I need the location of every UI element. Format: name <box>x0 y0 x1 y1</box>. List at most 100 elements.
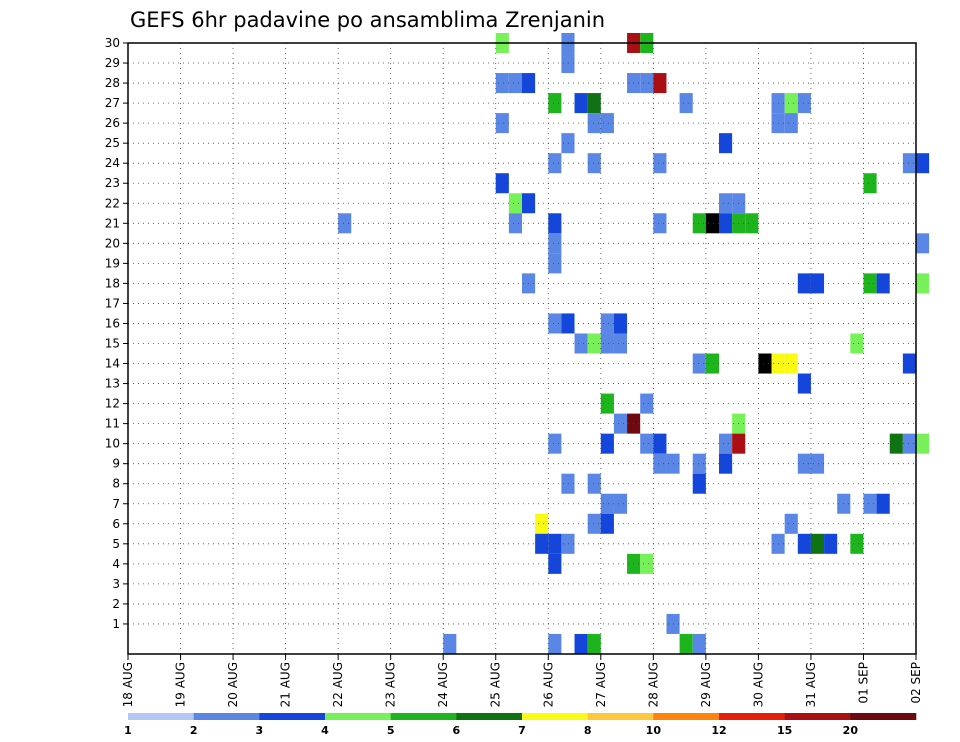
data-cell <box>745 213 759 234</box>
data-cell <box>495 173 509 194</box>
data-cell <box>600 393 614 414</box>
y-tick-label: 12 <box>105 397 120 411</box>
data-cell <box>889 433 903 454</box>
y-tick-label: 13 <box>105 377 120 391</box>
data-cell <box>495 113 509 134</box>
colorbar-segment <box>522 713 588 720</box>
colorbar-segment <box>456 713 523 720</box>
data-cell <box>916 153 930 174</box>
x-tick-label: 18 AUG <box>121 662 135 707</box>
y-tick-label: 24 <box>105 156 120 170</box>
data-cell <box>784 353 798 374</box>
data-cell <box>574 333 588 354</box>
data-cell <box>850 333 864 354</box>
colorbar-segment <box>390 713 457 720</box>
y-tick-label: 10 <box>105 437 120 451</box>
data-cell <box>600 113 614 134</box>
y-tick-label: 22 <box>105 196 120 210</box>
data-cell <box>600 433 614 454</box>
colorbar-segment <box>719 713 785 720</box>
data-cell <box>797 533 811 554</box>
y-tick-label: 27 <box>105 96 120 110</box>
data-cell <box>548 233 562 254</box>
data-cell <box>587 633 601 654</box>
x-tick-label: 28 AUG <box>646 662 660 707</box>
data-cell <box>692 473 706 494</box>
data-cell <box>797 373 811 394</box>
data-cell <box>653 213 667 234</box>
y-tick-label: 28 <box>105 76 120 90</box>
x-tick-label: 02 SEP <box>909 662 923 704</box>
data-cells <box>338 32 930 654</box>
y-tick-label: 21 <box>105 216 120 230</box>
data-cell <box>705 213 719 234</box>
data-cell <box>758 353 772 374</box>
y-tick-label: 17 <box>105 296 120 310</box>
colorbar-label: 6 <box>453 724 461 737</box>
x-tick-label: 21 AUG <box>279 662 293 707</box>
data-cell <box>587 473 601 494</box>
data-cell <box>600 493 614 514</box>
x-tick-label: 01 SEP <box>856 662 870 704</box>
data-cell <box>902 353 916 374</box>
x-tick-label: 30 AUG <box>751 662 765 707</box>
chart-title: GEFS 6hr padavine po ansamblima Zrenjani… <box>130 8 605 32</box>
y-tick-label: 25 <box>105 136 120 150</box>
data-cell <box>535 533 549 554</box>
data-cell <box>863 273 877 294</box>
data-cell <box>574 93 588 114</box>
data-cell <box>797 453 811 474</box>
colorbar-label: 2 <box>190 724 198 737</box>
data-cell <box>587 113 601 134</box>
data-cell <box>679 93 693 114</box>
y-tick-label: 14 <box>105 357 120 371</box>
y-tick-label: 8 <box>112 477 120 491</box>
data-cell <box>548 533 562 554</box>
colorbar-segment <box>784 713 851 720</box>
colorbar-label: 8 <box>584 724 592 737</box>
x-axis: 18 AUG 19 AUG 20 AUG 21 AUG 22 AUG 23 AUG 24 A… <box>121 654 923 707</box>
colorbar-label: 7 <box>518 724 526 737</box>
colorbar: 1 2 3 4 5 6 7 8 10 12 15 20 <box>124 713 917 737</box>
colorbar-label: 5 <box>387 724 395 737</box>
y-tick-label: 26 <box>105 116 120 130</box>
data-cell <box>548 93 562 114</box>
y-tick-label: 6 <box>112 517 120 531</box>
colorbar-label: 3 <box>256 724 264 737</box>
data-cell <box>613 333 628 354</box>
data-cell <box>653 453 667 474</box>
data-cell <box>508 213 522 234</box>
data-cell <box>902 433 916 454</box>
data-cell <box>797 93 811 114</box>
y-tick-label: 11 <box>105 417 120 431</box>
data-cell <box>548 253 562 274</box>
data-cell <box>784 113 798 134</box>
data-cell <box>824 533 838 554</box>
y-tick-label: 29 <box>105 56 120 70</box>
y-tick-label: 1 <box>112 617 120 631</box>
data-cell <box>863 493 877 514</box>
data-cell <box>692 213 706 234</box>
colorbar-label: 1 <box>124 724 132 737</box>
plot-frame <box>127 42 917 655</box>
colorbar-label: 12 <box>711 724 726 737</box>
x-tick-label: 31 AUG <box>804 662 818 707</box>
y-tick-label: 9 <box>112 457 120 471</box>
grid-lines <box>127 42 917 654</box>
x-tick-label: 24 AUG <box>436 662 450 707</box>
data-cell <box>600 333 614 354</box>
data-cell <box>640 393 654 414</box>
y-tick-label: 5 <box>112 537 120 551</box>
y-tick-label: 4 <box>112 557 120 571</box>
y-tick-label: 7 <box>112 497 120 511</box>
y-tick-label: 16 <box>105 316 120 330</box>
data-cell <box>574 633 588 654</box>
data-cell <box>561 313 575 334</box>
data-cell <box>653 433 667 454</box>
data-cell <box>850 533 864 554</box>
data-cell <box>640 73 654 94</box>
colorbar-label: 15 <box>777 724 792 737</box>
data-cell <box>692 453 706 474</box>
y-axis: 1234567891011121314151617181920212223242… <box>105 36 128 631</box>
